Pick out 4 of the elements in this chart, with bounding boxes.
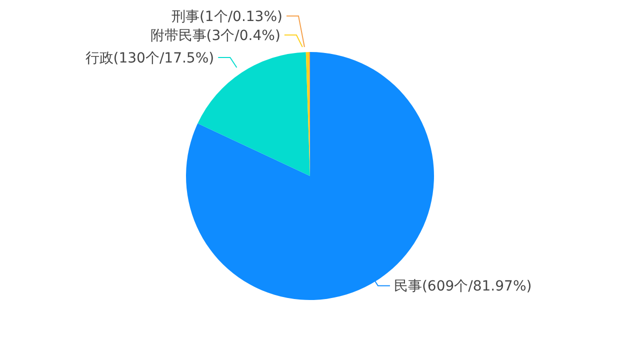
- slice-label: 民事(609个/81.97%): [394, 278, 532, 295]
- slice-label: 刑事(1个/0.13%): [171, 8, 282, 25]
- slice-label: 附带民事(3个/0.4%): [150, 28, 280, 44]
- slice-label: 行政(130个/17.5%): [85, 50, 214, 66]
